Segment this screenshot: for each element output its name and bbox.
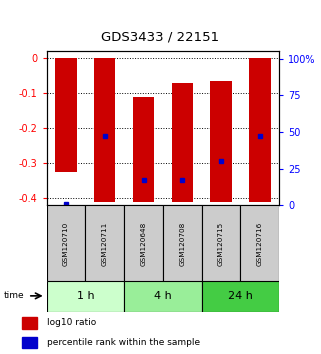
Text: GSM120648: GSM120648 (141, 221, 146, 266)
Text: time: time (4, 291, 24, 301)
Bar (133, 97, 154, 202)
Bar (172, 83, 193, 202)
Bar (124, 281, 202, 312)
Bar (55, 58, 77, 172)
Text: GSM120710: GSM120710 (63, 221, 69, 266)
Bar (249, 58, 271, 202)
Text: GDS3433 / 22151: GDS3433 / 22151 (101, 30, 220, 43)
Text: GSM120716: GSM120716 (257, 221, 263, 266)
Bar (202, 205, 240, 281)
Bar (22, 317, 37, 329)
Bar (94, 58, 115, 202)
Text: GSM120715: GSM120715 (218, 221, 224, 266)
Bar (211, 81, 232, 202)
Text: log10 ratio: log10 ratio (47, 318, 96, 327)
Text: GSM120708: GSM120708 (179, 221, 185, 266)
Text: 24 h: 24 h (228, 291, 253, 302)
Bar (85, 205, 124, 281)
Text: GSM120711: GSM120711 (102, 221, 108, 266)
Text: 1 h: 1 h (76, 291, 94, 302)
Bar (124, 205, 163, 281)
Bar (22, 337, 37, 348)
Bar (47, 205, 85, 281)
Bar (240, 205, 279, 281)
Bar (47, 281, 124, 312)
Text: percentile rank within the sample: percentile rank within the sample (47, 338, 200, 347)
Bar (202, 281, 279, 312)
Text: 4 h: 4 h (154, 291, 172, 302)
Bar (163, 205, 202, 281)
